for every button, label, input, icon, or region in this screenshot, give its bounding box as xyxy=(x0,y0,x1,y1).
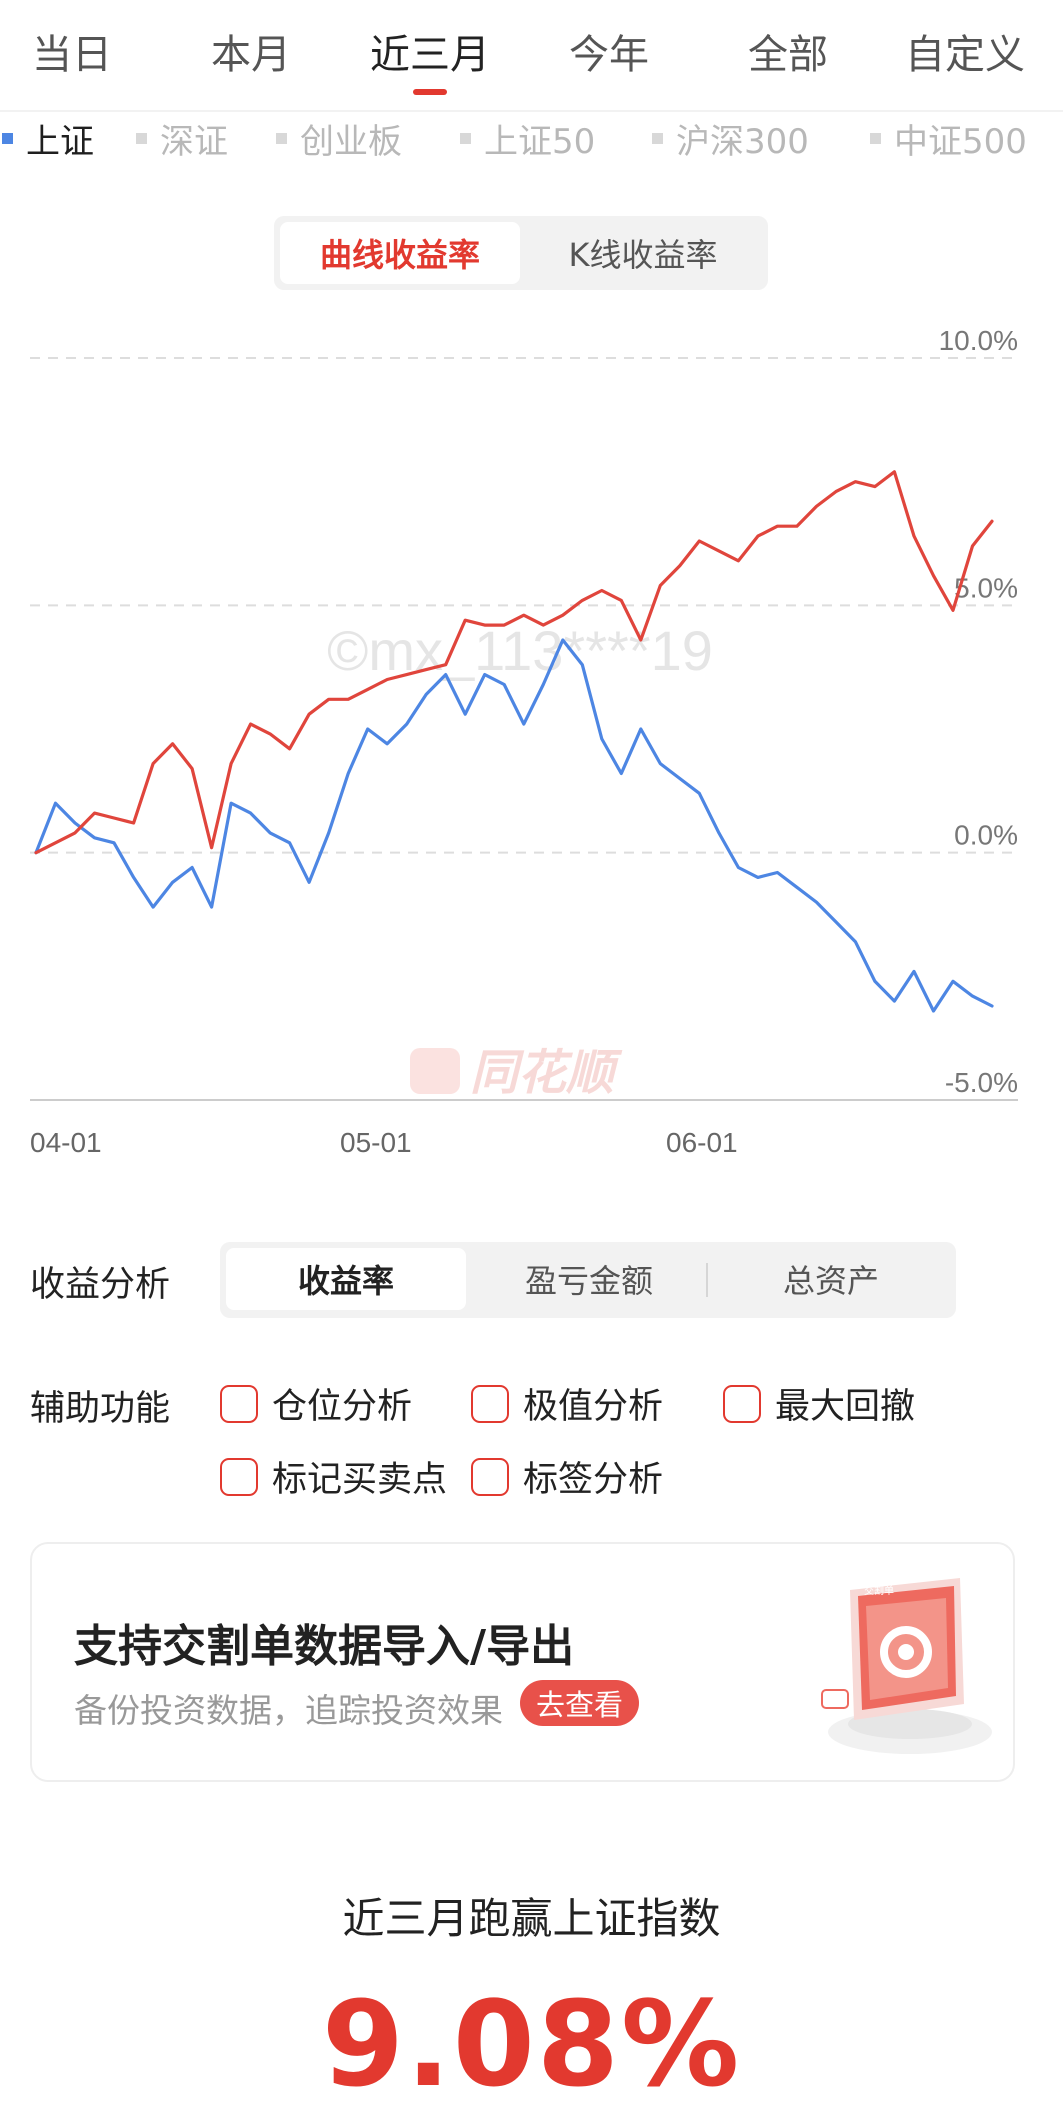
y-tick-label: 10.0% xyxy=(939,325,1018,356)
trade-record-illustration: 交割单 xyxy=(821,1578,992,1754)
return-analysis-toggle: 收益率 盈亏金额 总资产 xyxy=(220,1242,956,1318)
checkbox-icon xyxy=(471,1457,509,1496)
checkbox-label: 最大回撤 xyxy=(775,1387,916,1427)
checkbox-icon xyxy=(220,1457,258,1496)
legend-square-icon xyxy=(652,133,663,144)
chart-mode-toggle: 曲线收益率 K线收益率 xyxy=(274,216,768,290)
promo-subtitle: 备份投资数据，追踪投资效果 xyxy=(74,1691,503,1730)
checkbox-label: 仓位分析 xyxy=(272,1387,413,1427)
kline-return-button[interactable]: K线收益率 xyxy=(568,236,718,274)
mark-trades-checkbox[interactable]: 标记买卖点 xyxy=(220,1451,447,1502)
checkbox-icon xyxy=(220,1384,258,1423)
account-return-line xyxy=(34,470,994,855)
index-option-csi500[interactable]: 中证500 xyxy=(870,114,1027,163)
benchmark-index-selector: 上证 深证 创业板 上证50 沪深300 中证500 xyxy=(0,114,1063,166)
legend-square-icon xyxy=(136,133,147,144)
tab-last-three-months[interactable]: 近三月 xyxy=(370,32,490,78)
checkbox-label: 极值分析 xyxy=(523,1387,664,1427)
segment-divider xyxy=(706,1263,708,1297)
index-option-sse50[interactable]: 上证50 xyxy=(460,114,595,163)
return-analysis-label: 收益分析 xyxy=(30,1265,171,1305)
legend-square-icon xyxy=(460,133,471,144)
tab-this-year[interactable]: 今年 xyxy=(569,32,649,78)
return-line-chart: 10.0% 5.0% 0.0% -5.0% ©mx_113****19 同花顺 04-01 0… xyxy=(30,325,1018,1158)
outperform-value: 9.08% xyxy=(321,1975,742,2102)
index-return-line xyxy=(34,638,994,1013)
index-label: 创业板 xyxy=(300,122,402,162)
curve-return-button[interactable]: 曲线收益率 xyxy=(280,222,520,284)
active-tab-indicator xyxy=(413,89,447,95)
index-label: 上证50 xyxy=(484,122,596,162)
checkbox-label: 标记买卖点 xyxy=(272,1460,448,1500)
checkbox-icon xyxy=(723,1384,761,1423)
position-analysis-checkbox[interactable]: 仓位分析 xyxy=(220,1378,412,1429)
illustration-caption: 交割单 xyxy=(864,1584,894,1597)
legend-square-icon xyxy=(870,133,881,144)
index-label: 中证500 xyxy=(894,122,1027,162)
index-label: 沪深300 xyxy=(676,122,809,162)
aux-functions-label: 辅助功能 xyxy=(30,1389,171,1429)
tab-today[interactable]: 当日 xyxy=(32,32,112,78)
promo-title: 支持交割单数据导入/导出 xyxy=(74,1621,575,1672)
index-option-shanghai[interactable]: 上证 xyxy=(2,114,94,163)
y-tick-label: 0.0% xyxy=(954,820,1018,851)
total-assets-button[interactable]: 总资产 xyxy=(782,1262,879,1300)
tag-analysis-checkbox[interactable]: 标签分析 xyxy=(471,1451,663,1502)
profit-loss-amount-button[interactable]: 盈亏金额 xyxy=(524,1262,653,1300)
y-tick-label: 5.0% xyxy=(954,572,1018,603)
time-range-tabs: 当日 本月 近三月 今年 全部 自定义 xyxy=(0,0,1063,112)
checkbox-label: 标签分析 xyxy=(523,1460,664,1500)
max-drawdown-checkbox[interactable]: 最大回撤 xyxy=(723,1378,915,1429)
legend-square-icon xyxy=(2,133,13,144)
index-option-csi300[interactable]: 沪深300 xyxy=(652,114,809,163)
index-option-shenzhen[interactable]: 深证 xyxy=(136,114,228,163)
outperform-caption: 近三月跑赢上证指数 xyxy=(342,1894,721,1943)
x-tick-label: 04-01 xyxy=(30,1127,102,1158)
x-tick-label: 06-01 xyxy=(666,1127,738,1158)
x-tick-label: 05-01 xyxy=(340,1127,412,1158)
index-label: 上证 xyxy=(26,122,94,162)
extreme-value-analysis-checkbox[interactable]: 极值分析 xyxy=(471,1378,663,1429)
checkbox-icon xyxy=(471,1384,509,1423)
tab-all[interactable]: 全部 xyxy=(748,32,828,78)
tab-this-month[interactable]: 本月 xyxy=(211,32,291,78)
brand-logo-icon xyxy=(410,1048,460,1094)
view-button[interactable]: 去查看 xyxy=(520,1680,640,1726)
y-tick-label: -5.0% xyxy=(945,1067,1018,1098)
tab-custom[interactable]: 自定义 xyxy=(905,32,1025,78)
index-option-chinext[interactable]: 创业板 xyxy=(276,114,402,163)
legend-square-icon xyxy=(276,133,287,144)
return-rate-button[interactable]: 收益率 xyxy=(226,1248,466,1310)
brand-watermark: 同花顺 xyxy=(470,1047,623,1100)
user-watermark: ©mx_113****19 xyxy=(327,619,713,682)
trade-record-import-card[interactable]: 支持交割单数据导入/导出 备份投资数据，追踪投资效果 去查看 交割单 xyxy=(30,1542,1015,1782)
index-label: 深证 xyxy=(160,122,228,162)
